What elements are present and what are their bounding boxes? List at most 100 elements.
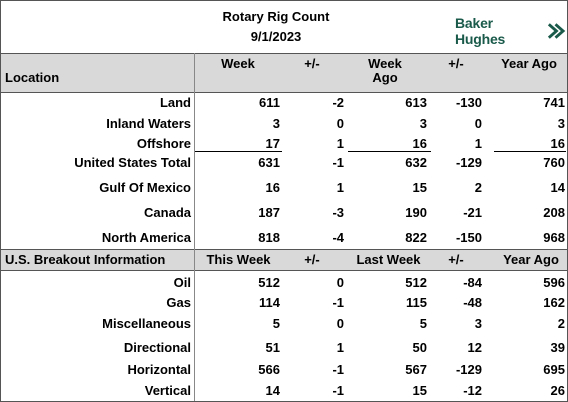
row-label: Offshore	[136, 136, 191, 151]
table-cell: 968	[543, 230, 565, 245]
table-cell: 14	[265, 383, 280, 398]
col-header: Year Ago	[501, 56, 557, 71]
table-row: Vertical 14 -1 15 -12 26	[1, 381, 567, 399]
baker-hughes-logo: Baker Hughes	[455, 15, 567, 47]
table-cell: 17	[265, 136, 280, 151]
table-row: Gas 114 -1 115 -48 162	[1, 293, 567, 311]
table-row: Gulf Of Mexico 16 1 15 2 14	[1, 178, 567, 196]
table-cell: 3	[557, 116, 565, 131]
table-cell: 16	[412, 136, 427, 151]
table-row: Directional 51 1 50 12 39	[1, 338, 567, 356]
table-cell: -21	[463, 205, 482, 220]
table-cell: -1	[332, 155, 344, 170]
table-cell: -130	[455, 95, 482, 110]
table-row: United States Total 631 -1 632 -129 760	[1, 153, 567, 171]
total-underline	[348, 151, 431, 152]
col-header: +/-	[448, 252, 464, 267]
table-cell: -1	[332, 383, 344, 398]
location-header-bar: Location Week +/- Week Ago +/- Year Ago	[1, 53, 567, 93]
table-cell: 1	[474, 136, 482, 151]
row-label: Directional	[123, 340, 191, 355]
table-cell: 3	[474, 316, 482, 331]
table-cell: 2	[557, 316, 565, 331]
row-label: Inland Waters	[106, 116, 191, 131]
table-cell: 208	[543, 205, 565, 220]
table-cell: 822	[405, 230, 427, 245]
table-row: Miscellaneous 5 0 5 3 2	[1, 314, 567, 332]
col-header: Week Ago	[368, 56, 402, 85]
table-cell: 631	[258, 155, 280, 170]
table-cell: 3	[419, 116, 427, 131]
table-cell: 15	[412, 180, 427, 195]
row-label: Horizontal	[127, 362, 191, 377]
table-cell: 512	[258, 275, 280, 290]
row-label: North America	[101, 230, 191, 245]
table-row: Horizontal 566 -1 567 -129 695	[1, 360, 567, 378]
col-header: Last Week	[356, 252, 421, 267]
breakout-header: U.S. Breakout Information	[5, 252, 166, 267]
chevron-icon	[548, 23, 566, 39]
row-label: Miscellaneous	[102, 316, 191, 331]
table-cell: 0	[336, 116, 344, 131]
row-label: Gas	[166, 295, 191, 310]
table-cell: 1	[336, 136, 344, 151]
table-cell: 695	[543, 362, 565, 377]
table-cell: 50	[412, 340, 427, 355]
table-row: Oil 512 0 512 -84 596	[1, 273, 567, 291]
total-underline	[194, 151, 282, 152]
col-header: +/-	[304, 252, 320, 267]
col-header: Week	[221, 56, 255, 71]
table-cell: -2	[332, 95, 344, 110]
table-cell: 0	[336, 316, 344, 331]
table-cell: 3	[272, 116, 280, 131]
table-cell: -129	[455, 155, 482, 170]
report-date: 9/1/2023	[250, 29, 302, 44]
table-row: Inland Waters 3 0 3 0 3	[1, 114, 567, 132]
table-cell: 115	[406, 295, 427, 310]
table-row: North America 818 -4 822 -150 968	[1, 228, 567, 246]
table-cell: 114	[259, 295, 280, 310]
table-cell: -4	[332, 230, 344, 245]
logo-text: Baker Hughes	[455, 15, 506, 47]
table-cell: -84	[463, 275, 482, 290]
table-cell: 566	[258, 362, 280, 377]
table-cell: -12	[463, 383, 482, 398]
breakout-header-bar: U.S. Breakout Information This Week +/- …	[1, 249, 567, 271]
table-cell: 0	[336, 275, 344, 290]
table-cell: -150	[455, 230, 482, 245]
table-row: Land 611 -2 613 -130 741	[1, 93, 567, 111]
total-underline	[494, 151, 566, 152]
table-cell: 818	[258, 230, 280, 245]
row-label: United States Total	[74, 155, 191, 170]
col-header: +/-	[448, 56, 464, 71]
table-cell: 2	[474, 180, 482, 195]
table-cell: 0	[474, 116, 482, 131]
table-cell: 39	[550, 340, 565, 355]
table-cell: 5	[419, 316, 427, 331]
row-label: Canada	[144, 205, 191, 220]
report-title: Rotary Rig Count	[222, 9, 330, 24]
table-cell: 512	[405, 275, 427, 290]
table-cell: 5	[272, 316, 280, 331]
col-header: This Week	[206, 252, 271, 267]
row-label: Vertical	[144, 383, 191, 398]
table-cell: 162	[543, 295, 565, 310]
col-header: Year Ago	[503, 252, 559, 267]
location-header: Location	[5, 70, 60, 85]
table-cell: 611	[259, 95, 280, 110]
table-cell: -129	[455, 362, 482, 377]
table-row: Offshore 17 1 16 1 16	[1, 134, 567, 152]
table-cell: -1	[332, 295, 344, 310]
col-header: +/-	[304, 56, 320, 71]
table-cell: 1	[336, 180, 344, 195]
table-cell: 632	[405, 155, 427, 170]
table-cell: 596	[543, 275, 565, 290]
table-cell: -48	[463, 295, 482, 310]
table-row: Canada 187 -3 190 -21 208	[1, 203, 567, 221]
table-cell: 190	[405, 205, 427, 220]
table-cell: 613	[405, 95, 427, 110]
table-cell: 12	[467, 340, 482, 355]
table-cell: 51	[265, 340, 280, 355]
table-cell: 741	[543, 95, 565, 110]
